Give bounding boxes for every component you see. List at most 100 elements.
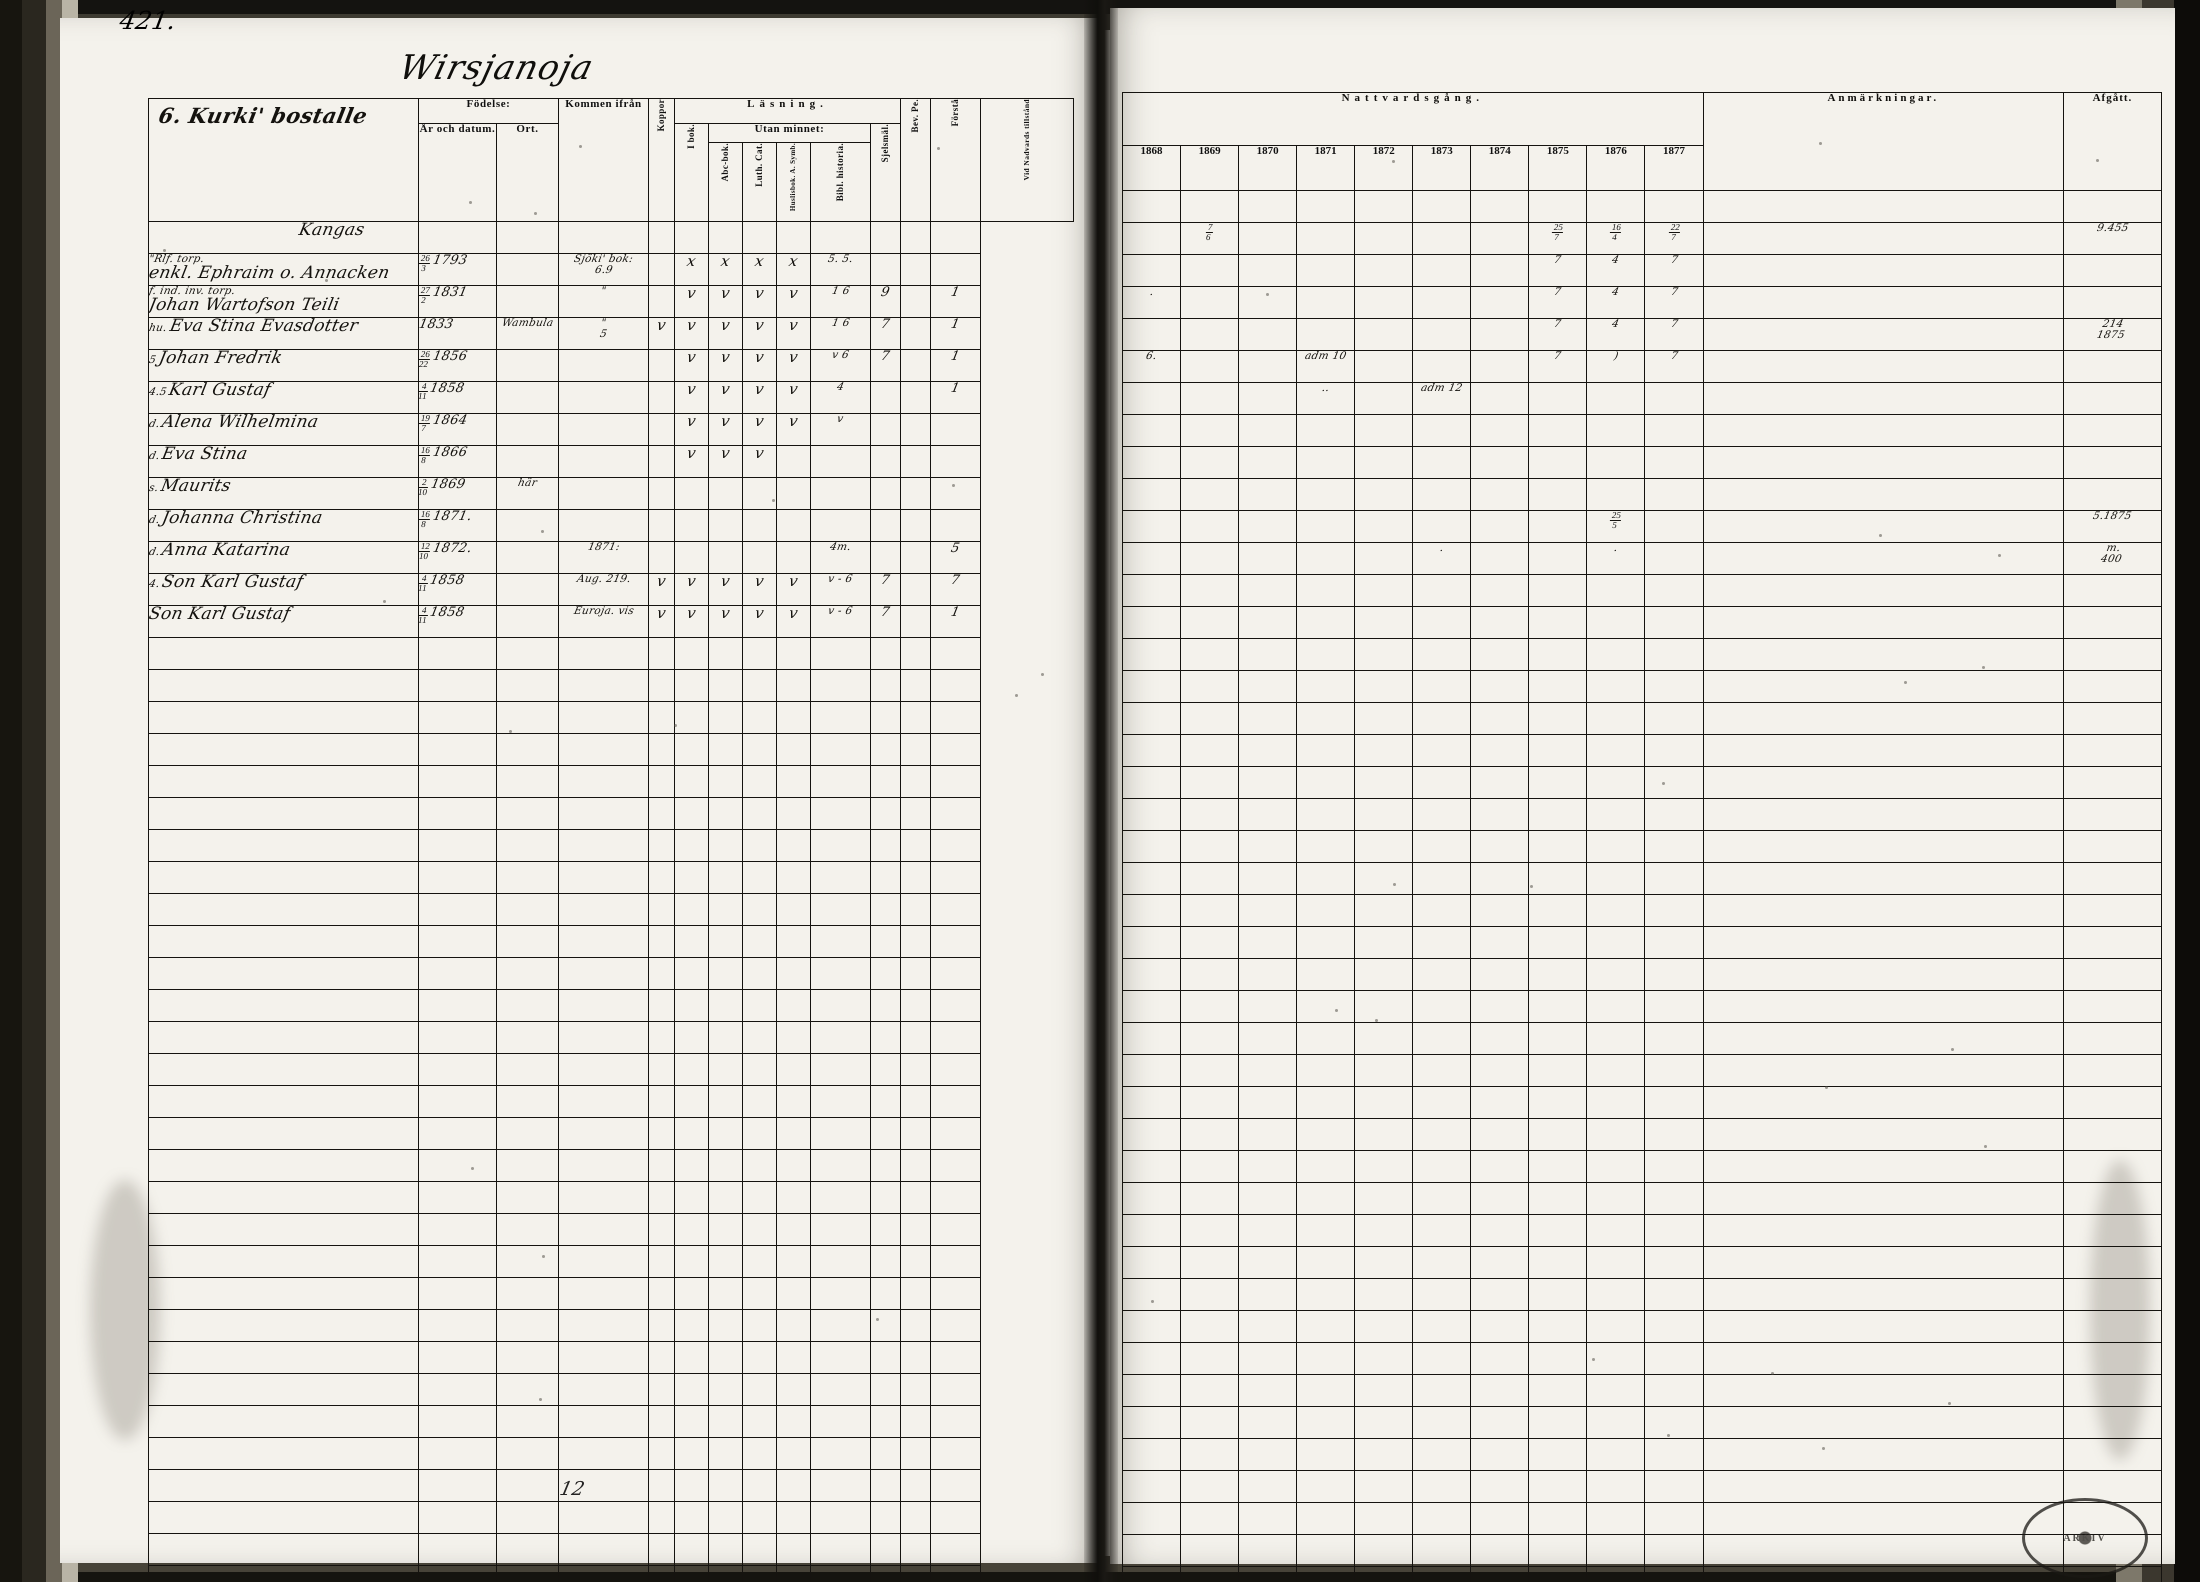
cell <box>901 638 931 670</box>
cell <box>149 990 419 1022</box>
communion-cell <box>1529 1439 1587 1471</box>
cell <box>149 1022 419 1054</box>
cell <box>419 638 497 670</box>
cell <box>649 1214 675 1246</box>
remarks-cell <box>1703 735 2063 767</box>
communion-cell <box>1297 735 1355 767</box>
communion-cell <box>1645 1215 1703 1247</box>
communion-cell <box>1529 1535 1587 1567</box>
departed-cell: 5.1875 <box>2063 511 2161 543</box>
remarks-cell <box>1703 895 2063 927</box>
table-row: .. m. 400 <box>1123 543 2162 575</box>
cell <box>811 990 871 1022</box>
cell <box>149 1118 419 1150</box>
communion-cell <box>1529 1407 1587 1439</box>
birth-place-cell <box>497 606 559 638</box>
cell <box>419 1374 497 1406</box>
abc-cell: v <box>709 606 743 638</box>
communion-cell <box>1355 927 1413 959</box>
table-row <box>1123 415 2162 447</box>
empty-row <box>149 638 1074 670</box>
cell <box>497 1246 559 1278</box>
cell <box>649 1374 675 1406</box>
cell <box>709 702 743 734</box>
remarks-cell <box>1703 991 2063 1023</box>
communion-cell <box>1181 511 1239 543</box>
cell <box>149 1054 419 1086</box>
communion-cell <box>1297 1343 1355 1375</box>
communion-cell <box>1181 863 1239 895</box>
communion-cell <box>1355 1087 1413 1119</box>
table-row: 4.5 Karl Gustaf 4 11 1858 v v v v 4 1 <box>149 382 1074 414</box>
cell <box>649 990 675 1022</box>
cell <box>743 862 777 894</box>
communion-cell <box>1471 1183 1529 1215</box>
communion-cell <box>1471 1535 1529 1567</box>
communion-cell <box>1529 1343 1587 1375</box>
communion-cell <box>1645 1535 1703 1567</box>
explanation-cell: v - 6 <box>811 606 871 638</box>
remarks-cell <box>1703 1055 2063 1087</box>
cell <box>871 670 901 702</box>
communion-cell <box>1471 863 1529 895</box>
year-header-1874: 1874 <box>1471 146 1529 191</box>
remarks-cell <box>1703 639 2063 671</box>
communion-cell: . <box>1587 543 1645 575</box>
cell <box>743 958 777 990</box>
empty-row <box>149 1406 1074 1438</box>
communion-cell <box>1587 991 1645 1023</box>
communion-cell <box>1529 863 1587 895</box>
cell <box>931 1118 981 1150</box>
communion-cell <box>1297 1183 1355 1215</box>
table-row <box>1123 1087 2162 1119</box>
communion-cell <box>1123 767 1181 799</box>
communion-cell <box>1413 575 1471 607</box>
cell <box>649 702 675 734</box>
person-name-cell: d. Alena Wilhelmina <box>149 414 419 446</box>
cell <box>497 798 559 830</box>
understanding-cell: 1 <box>931 382 981 414</box>
remarks-cell <box>1703 1343 2063 1375</box>
cell <box>709 958 743 990</box>
bible-cell <box>901 286 931 318</box>
communion-cell <box>1413 991 1471 1023</box>
remarks-cell <box>1703 1535 2063 1567</box>
cell <box>931 766 981 798</box>
cell <box>419 926 497 958</box>
birth-place-cell <box>497 542 559 574</box>
communion-cell <box>1297 927 1355 959</box>
communion-cell <box>1587 799 1645 831</box>
cell <box>419 958 497 990</box>
communion-cell <box>1297 671 1355 703</box>
communion-cell <box>1239 1151 1297 1183</box>
communion-cell <box>1471 927 1529 959</box>
birth-place-cell <box>497 446 559 478</box>
communion-cell <box>1239 1343 1297 1375</box>
communion-cell <box>1471 1023 1529 1055</box>
paper-speck <box>542 1255 545 1258</box>
communion-cell <box>1413 607 1471 639</box>
communion-cell <box>1587 703 1645 735</box>
communion-cell <box>1239 1311 1297 1343</box>
birth-date-cell: 2 10 1869 <box>419 478 497 510</box>
cell <box>901 990 931 1022</box>
explanation-header: Sjelsmäl. <box>871 124 901 222</box>
communion-cell <box>1587 1215 1645 1247</box>
cell <box>419 894 497 926</box>
communion-cell <box>1123 1151 1181 1183</box>
cell <box>559 1246 649 1278</box>
person-name-cell: d. Eva Stina <box>149 446 419 478</box>
communion-cell <box>1123 1535 1181 1567</box>
cell <box>901 1022 931 1054</box>
cell <box>709 766 743 798</box>
cell <box>649 958 675 990</box>
catechism-cell: v <box>743 318 777 350</box>
departed-cell <box>2063 1055 2161 1087</box>
cell <box>649 1118 675 1150</box>
communion-cell <box>1355 991 1413 1023</box>
bible-history-cell <box>871 446 901 478</box>
cell <box>675 798 709 830</box>
year-header-1872: 1872 <box>1355 146 1413 191</box>
communion-cell <box>1181 543 1239 575</box>
bible-history-cell: 7 <box>871 318 901 350</box>
